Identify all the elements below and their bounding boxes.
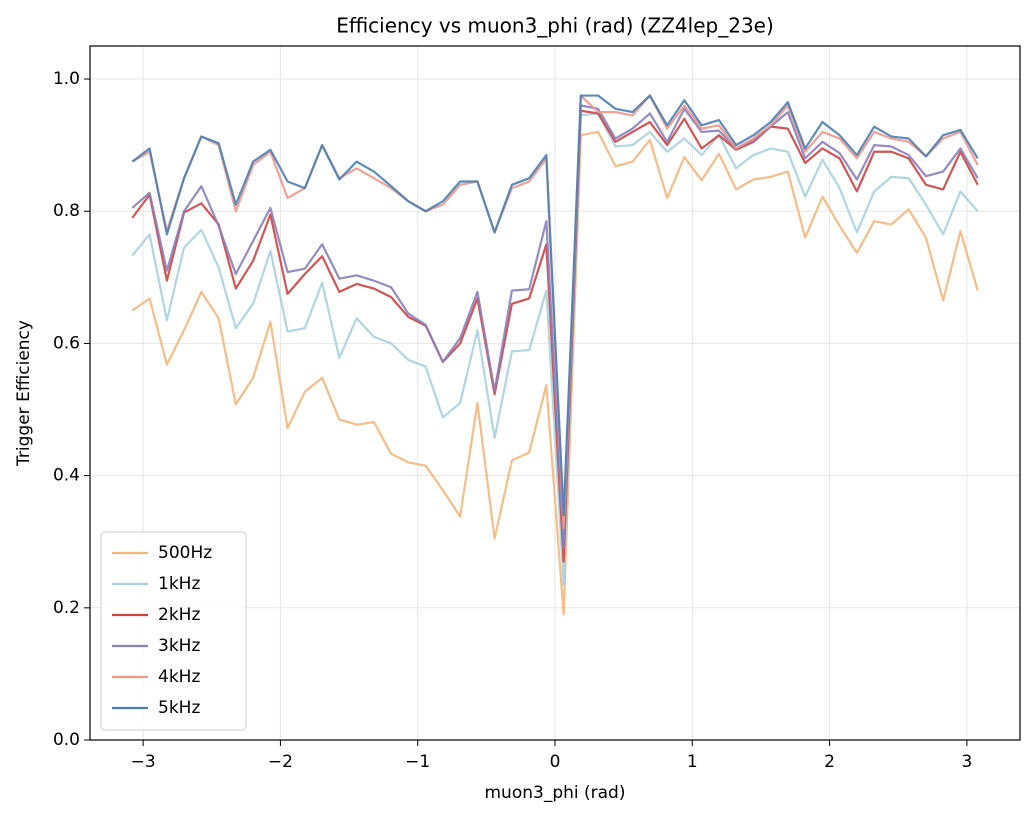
x-tick-label: −1 [405, 752, 430, 772]
y-tick-label: 1.0 [53, 69, 80, 89]
y-tick-label: 0.6 [53, 333, 80, 353]
x-tick-label: 1 [687, 752, 698, 772]
legend-label: 3kHz [158, 636, 200, 656]
legend-label: 500Hz [158, 543, 212, 563]
legend-box [100, 531, 247, 731]
x-tick-label: 2 [824, 752, 835, 772]
legend-label: 5kHz [158, 698, 200, 718]
plot-frame [89, 45, 1021, 741]
y-tick-label: 0.4 [53, 466, 80, 486]
x-tick-label: −3 [131, 752, 156, 772]
y-axis-label: Trigger Efficiency [14, 320, 34, 467]
series-line [131, 112, 979, 586]
y-tick-label: 0.0 [53, 730, 80, 750]
legend-label: 1kHz [158, 574, 200, 594]
x-tick-label: −2 [268, 752, 293, 772]
y-tick-label: 0.8 [53, 201, 80, 221]
x-tick-label: 3 [961, 752, 972, 772]
chart-title: Efficiency vs muon3_phi (rad) (ZZ4lep_23… [336, 14, 774, 38]
series-line [131, 94, 979, 517]
series-line [131, 130, 979, 616]
x-axis-label: muon3_phi (rad) [485, 783, 626, 803]
x-tick-label: 0 [550, 752, 561, 772]
series-line [131, 104, 979, 550]
legend-label: 4kHz [158, 667, 200, 687]
legend-label: 2kHz [158, 605, 200, 625]
y-tick-label: 0.2 [53, 598, 80, 618]
